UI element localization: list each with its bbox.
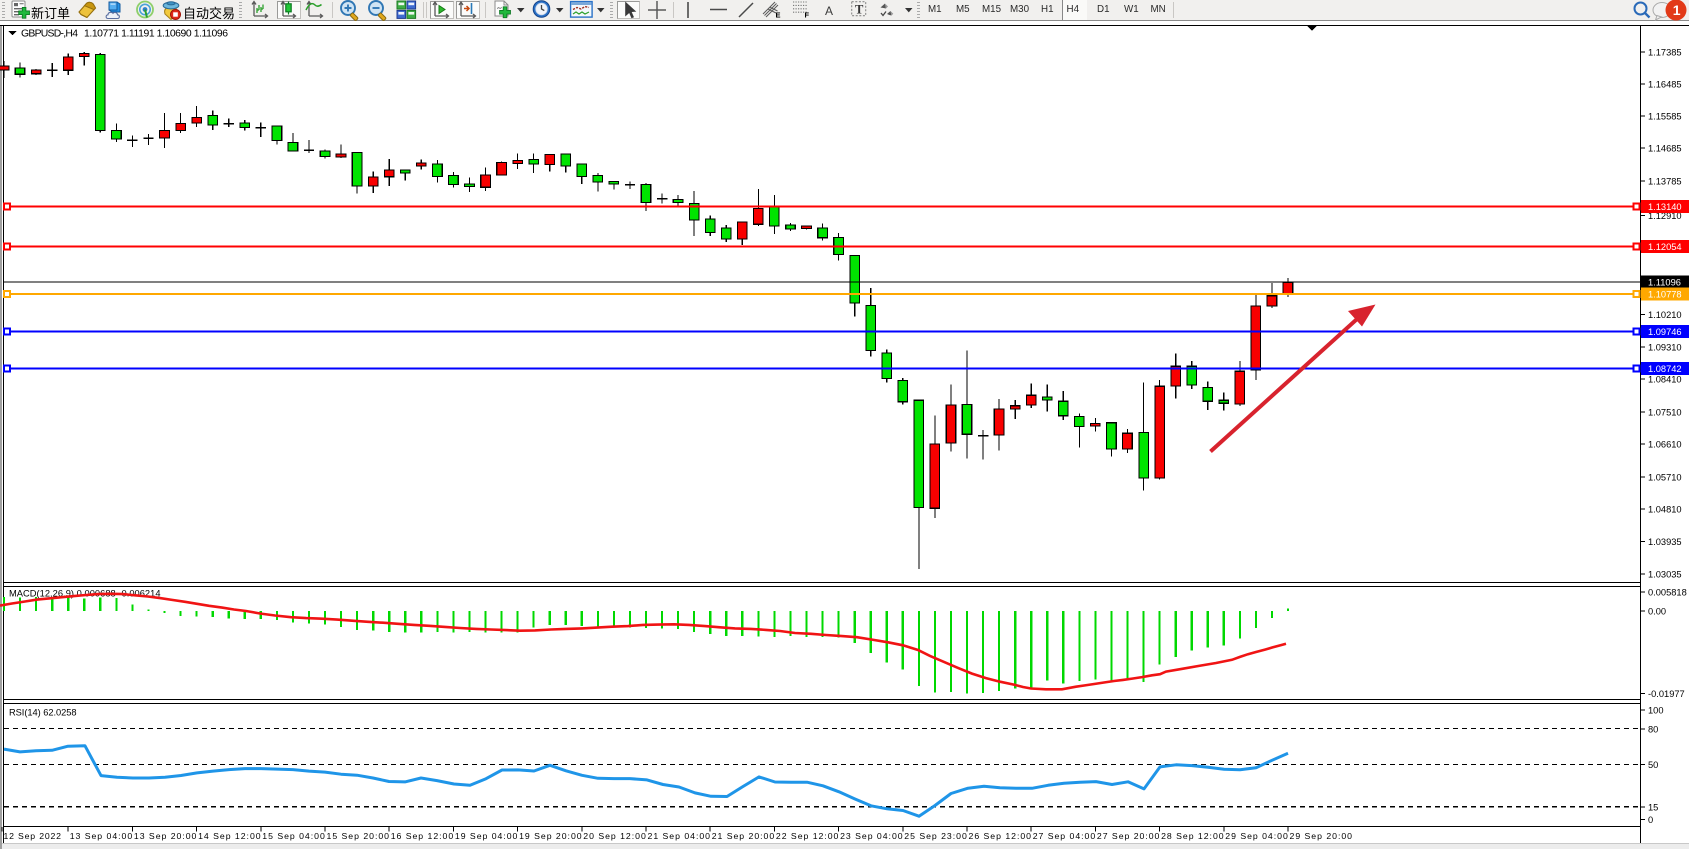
svg-text:1.12910: 1.12910 [1648, 211, 1682, 221]
svg-text:21 Sep 04:00: 21 Sep 04:00 [648, 831, 711, 841]
svg-text:19 Sep 04:00: 19 Sep 04:00 [455, 831, 518, 841]
svg-text:19 Sep 20:00: 19 Sep 20:00 [519, 831, 582, 841]
svg-text:1.04810: 1.04810 [1648, 505, 1682, 515]
svg-text:26 Sep 12:00: 26 Sep 12:00 [969, 831, 1032, 841]
svg-text:100: 100 [1648, 706, 1664, 716]
svg-text:0.005818: 0.005818 [1648, 588, 1687, 598]
svg-text:16 Sep 12:00: 16 Sep 12:00 [391, 831, 454, 841]
svg-text:-0.01977: -0.01977 [1648, 689, 1685, 699]
svg-text:1: 1 [1673, 2, 1681, 18]
svg-text:1.08410: 1.08410 [1648, 375, 1682, 385]
svg-text:13 Sep 20:00: 13 Sep 20:00 [134, 831, 197, 841]
svg-text:50: 50 [1648, 760, 1658, 770]
svg-text:MACD(12,26,9) 0.000688 -0.0062: MACD(12,26,9) 0.000688 -0.006214 [9, 589, 161, 599]
svg-text:1.13140: 1.13140 [1648, 202, 1682, 212]
svg-text:0: 0 [1648, 815, 1653, 825]
svg-text:1.03035: 1.03035 [1648, 570, 1682, 580]
svg-text:25 Sep 23:00: 25 Sep 23:00 [904, 831, 967, 841]
svg-text:23 Sep 04:00: 23 Sep 04:00 [840, 831, 903, 841]
svg-text:15 Sep 20:00: 15 Sep 20:00 [327, 831, 390, 841]
svg-text:28 Sep 12:00: 28 Sep 12:00 [1161, 831, 1224, 841]
svg-text:T: T [855, 3, 864, 17]
svg-text:1.10210: 1.10210 [1648, 310, 1682, 320]
svg-text:1.11096: 1.11096 [1648, 278, 1681, 288]
svg-text:1.03935: 1.03935 [1648, 537, 1682, 547]
svg-text:27 Sep 20:00: 27 Sep 20:00 [1097, 831, 1160, 841]
svg-text:1.14685: 1.14685 [1648, 144, 1682, 154]
svg-text:1.16485: 1.16485 [1648, 80, 1682, 90]
svg-text:29 Sep 04:00: 29 Sep 04:00 [1225, 831, 1288, 841]
svg-text:15: 15 [1648, 803, 1658, 813]
svg-text:80: 80 [1648, 725, 1658, 735]
svg-text:GBPUSD-,H4: GBPUSD-,H4 [21, 29, 78, 40]
svg-text:0.00: 0.00 [1648, 607, 1666, 617]
svg-text:13 Sep 04:00: 13 Sep 04:00 [70, 831, 133, 841]
svg-text:1.12054: 1.12054 [1648, 242, 1682, 252]
svg-text:21 Sep 20:00: 21 Sep 20:00 [712, 831, 775, 841]
svg-text:1.10771 1.11191 1.10690 1.1109: 1.10771 1.11191 1.10690 1.11096 [84, 29, 228, 40]
svg-text:E: E [776, 11, 781, 20]
svg-text:22 Sep 12:00: 22 Sep 12:00 [776, 831, 839, 841]
svg-text:1.09746: 1.09746 [1648, 327, 1682, 337]
svg-text:1.06610: 1.06610 [1648, 440, 1682, 450]
svg-text:1.05710: 1.05710 [1648, 473, 1682, 483]
svg-text:27 Sep 04:00: 27 Sep 04:00 [1033, 831, 1096, 841]
svg-text:29 Sep 20:00: 29 Sep 20:00 [1290, 831, 1353, 841]
svg-text:1.07510: 1.07510 [1648, 408, 1682, 418]
svg-text:1.08742: 1.08742 [1648, 364, 1682, 374]
svg-text:1.10778: 1.10778 [1648, 290, 1682, 300]
svg-text:20 Sep 12:00: 20 Sep 12:00 [583, 831, 646, 841]
svg-text:1.15585: 1.15585 [1648, 112, 1682, 122]
svg-text:1.17385: 1.17385 [1648, 48, 1682, 58]
svg-text:RSI(14) 62.0258: RSI(14) 62.0258 [9, 708, 77, 718]
svg-text:14 Sep 12:00: 14 Sep 12:00 [198, 831, 261, 841]
svg-text:12 Sep 2022: 12 Sep 2022 [4, 831, 62, 841]
svg-text:15 Sep 04:00: 15 Sep 04:00 [262, 831, 325, 841]
svg-text:1.13785: 1.13785 [1648, 177, 1682, 187]
svg-text:1.09310: 1.09310 [1648, 343, 1682, 353]
svg-text:F: F [805, 11, 810, 20]
